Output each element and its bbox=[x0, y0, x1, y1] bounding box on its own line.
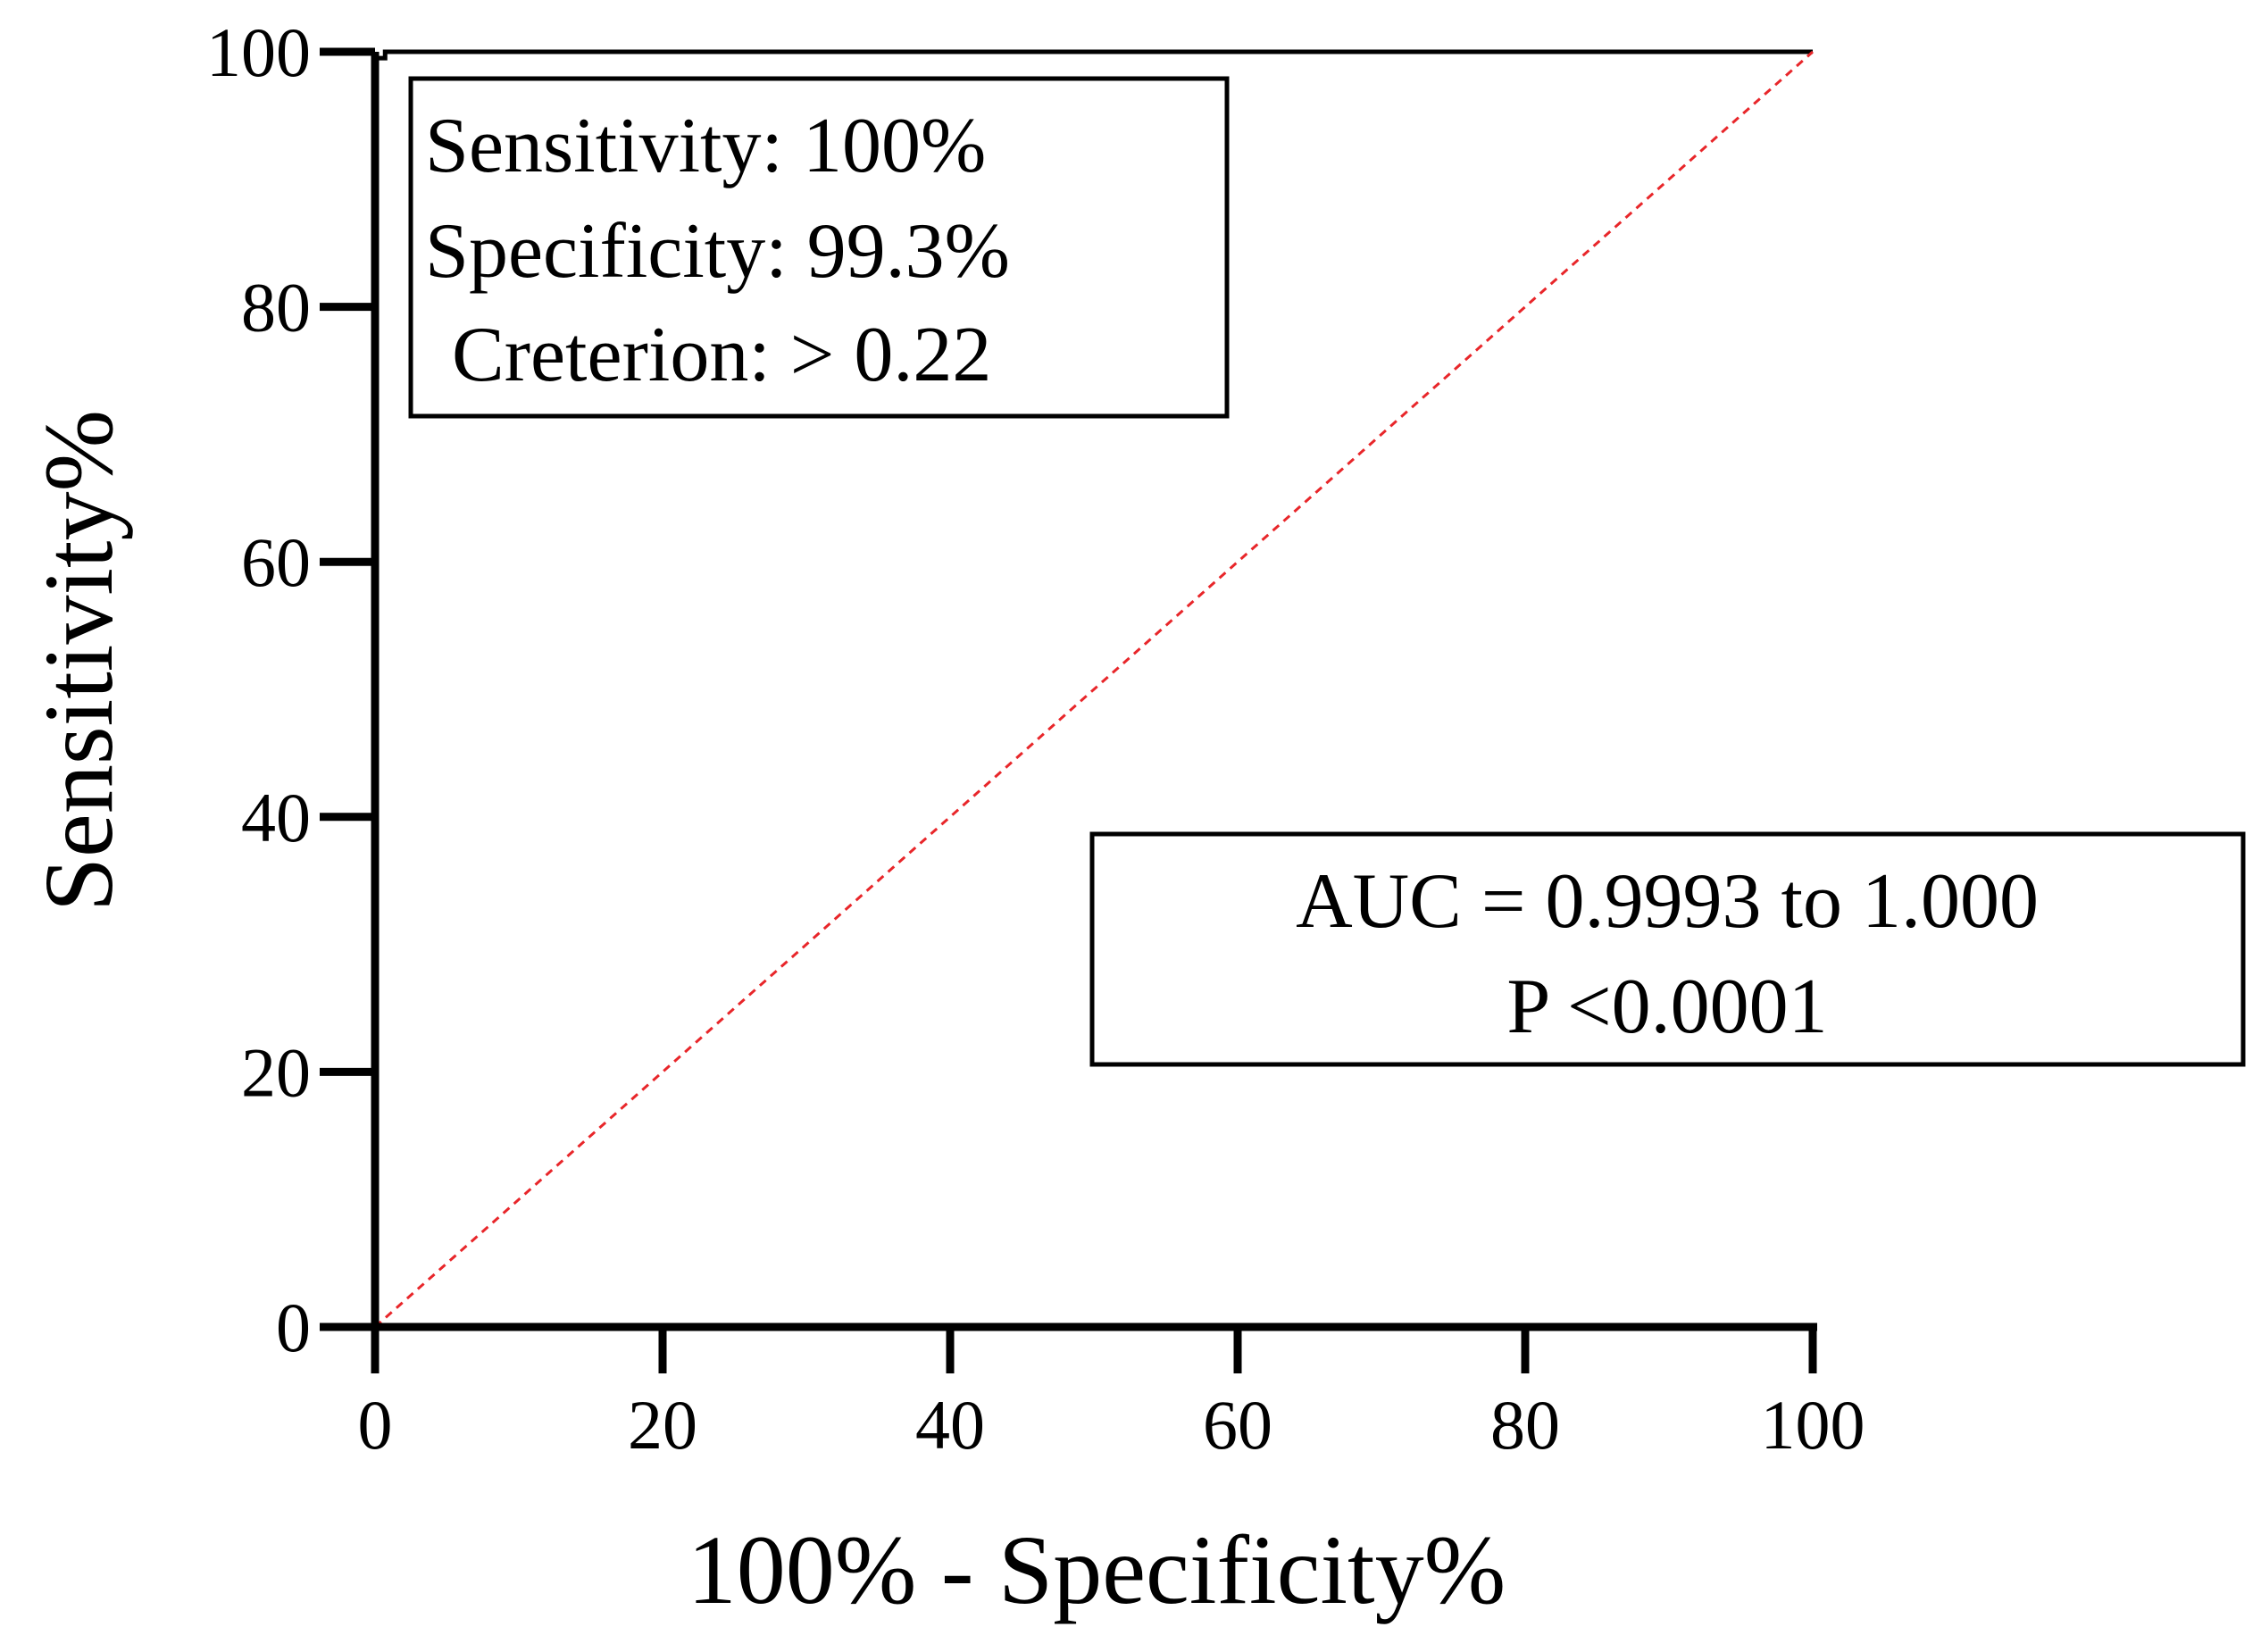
x-tick-label: 0 bbox=[358, 1386, 393, 1464]
x-ticks: 0 20 40 60 80 100 bbox=[358, 1327, 1865, 1464]
x-axis-title: 100% - Specificity% bbox=[688, 1515, 1506, 1624]
stats-annotation-box: Sensitivity: 100% Specificity: 99.3% Cre… bbox=[408, 76, 1230, 419]
y-tick-label: 0 bbox=[276, 1289, 311, 1366]
y-tick-label: 40 bbox=[241, 779, 311, 856]
x-tick-label: 80 bbox=[1490, 1386, 1560, 1464]
x-tick-label: 100 bbox=[1761, 1386, 1865, 1464]
y-tick-label: 100 bbox=[206, 13, 311, 91]
x-tick-label: 20 bbox=[628, 1386, 697, 1464]
y-ticks: 0 20 40 60 80 100 bbox=[206, 13, 375, 1366]
sensitivity-annotation: Sensitivity: 100% bbox=[425, 103, 986, 189]
x-tick-label: 60 bbox=[1203, 1386, 1272, 1464]
x-tick-label: 40 bbox=[915, 1386, 985, 1464]
y-tick-label: 20 bbox=[241, 1033, 311, 1111]
y-tick-label: 60 bbox=[241, 523, 311, 601]
auc-annotation: AUC = 0.9993 to 1.000 bbox=[1296, 858, 2039, 945]
y-tick-label: 80 bbox=[241, 269, 311, 346]
reference-diagonal-line bbox=[374, 50, 1814, 1329]
y-axis-title: Sensitivity% bbox=[24, 410, 133, 912]
specificity-annotation: Specificity: 99.3% bbox=[425, 208, 1010, 295]
auc-annotation-box: AUC = 0.9993 to 1.000 P <0.0001 bbox=[1089, 831, 2246, 1067]
p-value-annotation: P <0.0001 bbox=[1506, 964, 1827, 1050]
criterion-annotation: Creterion: > 0.22 bbox=[452, 312, 991, 398]
